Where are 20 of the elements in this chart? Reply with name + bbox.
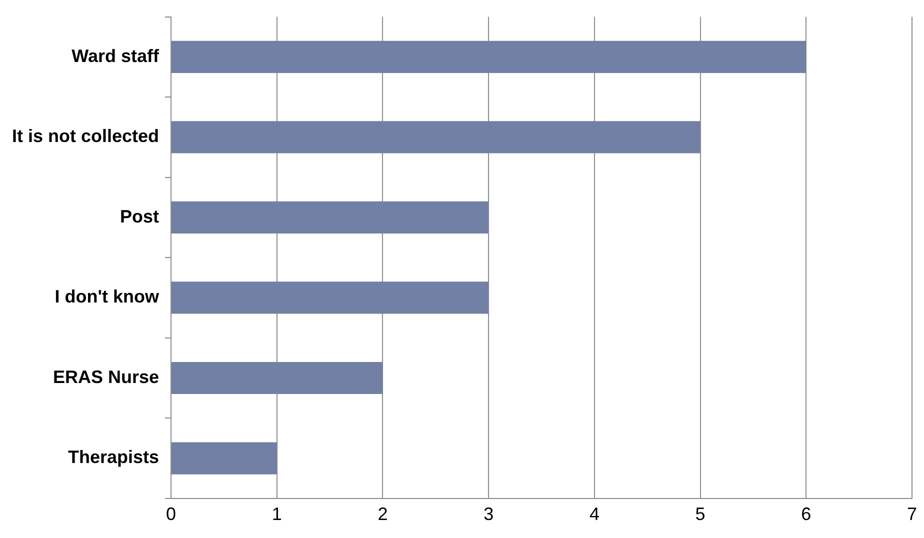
bar xyxy=(172,40,806,73)
bar xyxy=(172,442,277,474)
x-tick-label: 5 xyxy=(695,504,706,524)
x-tick-label: 2 xyxy=(378,504,388,524)
y-tick-label: Post xyxy=(120,206,160,226)
bar xyxy=(172,201,489,234)
y-tick-label: I don't know xyxy=(54,286,160,307)
y-tick-label: Therapists xyxy=(68,447,160,468)
y-tick-label: Ward staff xyxy=(72,46,160,66)
bar xyxy=(172,282,489,314)
y-tick-label: It is not collected xyxy=(12,126,160,146)
bar xyxy=(172,362,383,394)
y-tick-label: ERAS Nurse xyxy=(52,366,160,387)
bar xyxy=(172,121,700,154)
x-tick-label: 0 xyxy=(166,504,176,524)
x-tick-label: 6 xyxy=(801,504,812,524)
x-tick-label: 3 xyxy=(484,504,494,524)
x-tick-label: 7 xyxy=(906,504,918,524)
x-tick-label: 1 xyxy=(272,504,282,524)
x-tick-label: 4 xyxy=(589,504,600,524)
